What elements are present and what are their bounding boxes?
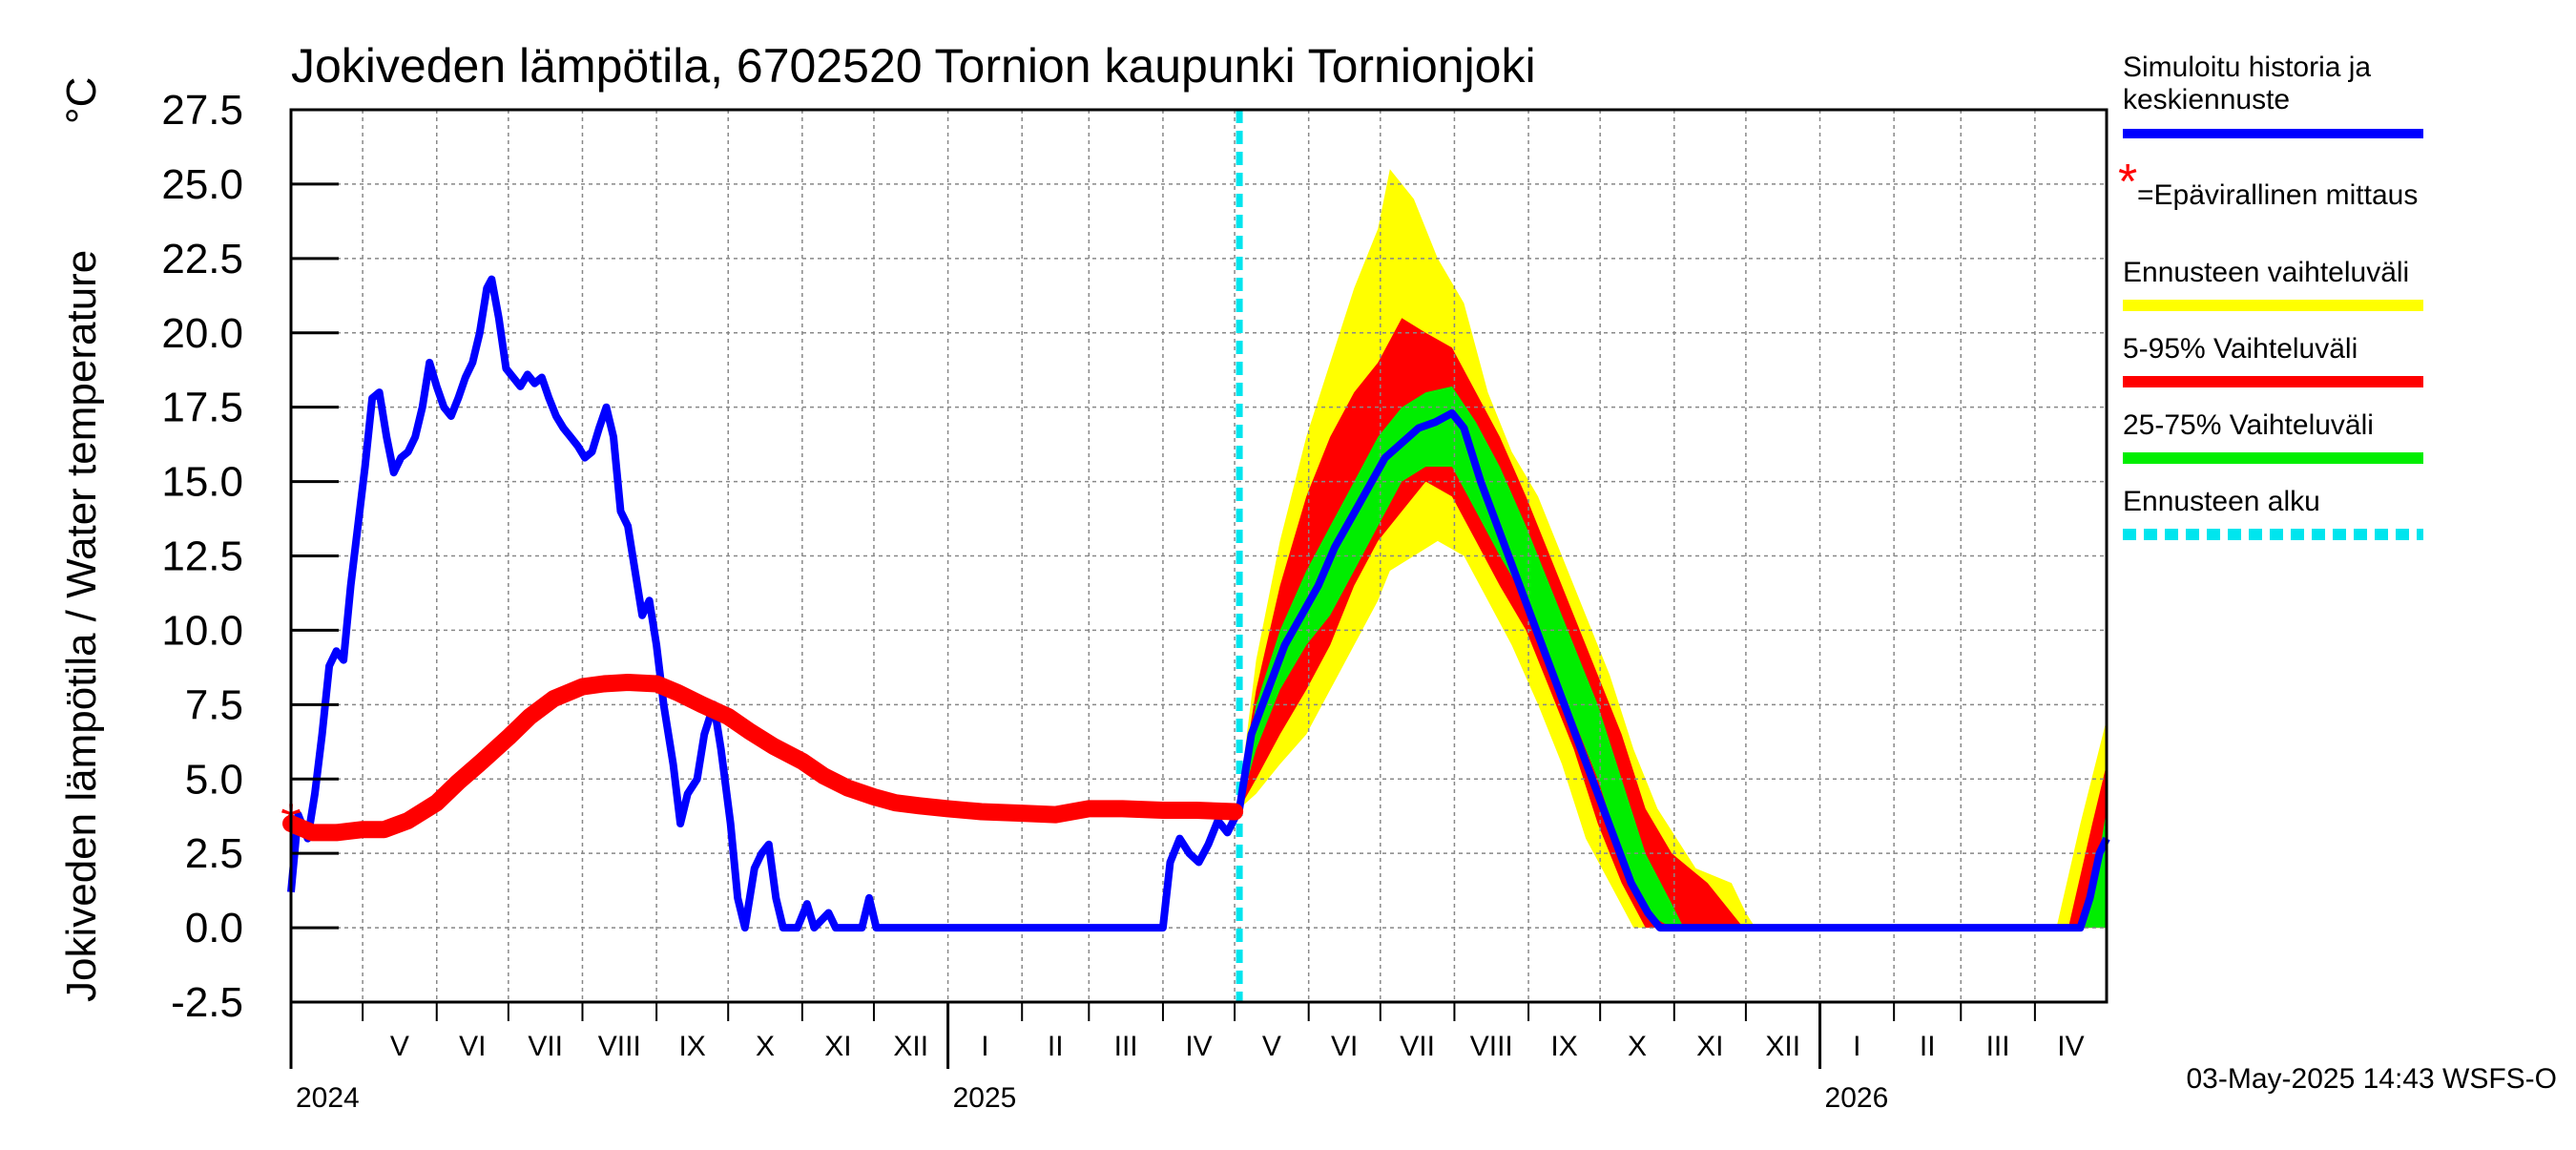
y-axis-unit: °C: [58, 77, 105, 124]
y-tick-label: 17.5: [161, 385, 243, 431]
grid: [291, 109, 2107, 1003]
legend-label: keskiennuste: [2123, 84, 2290, 115]
legend-marker-asterisk: *: [2118, 155, 2137, 210]
month-label: VIII: [1470, 1031, 1513, 1062]
year-label: 2025: [953, 1082, 1017, 1114]
y-tick-label: 5.0: [185, 756, 243, 803]
series-lines: *: [280, 110, 2110, 1002]
month-label: IV: [2057, 1031, 2084, 1062]
legend-label: Ennusteen vaihteluväli: [2123, 257, 2409, 288]
legend-label: Ennusteen alku: [2123, 486, 2320, 517]
month-label: XII: [1765, 1031, 1800, 1062]
y-tick-label: 20.0: [161, 310, 243, 357]
legend-label: 5-95% Vaihteluväli: [2123, 333, 2358, 365]
month-label: IX: [1550, 1031, 1577, 1062]
month-label: III: [1986, 1031, 2010, 1062]
y-tick-label: 12.5: [161, 533, 243, 580]
legend-label: Simuloitu historia ja: [2123, 52, 2371, 83]
axes: 27.5 25.0 22.5 20.0 17.5 15.0 12.5 10.0 7.5 5.0 2.…: [161, 87, 2109, 1114]
month-label: I: [1853, 1031, 1860, 1062]
series-simulated-line: [287, 275, 2110, 932]
series-measurement-line: [282, 674, 1244, 842]
month-label: XII: [893, 1031, 928, 1062]
y-tick-label: -2.5: [171, 979, 243, 1026]
month-label: II: [1048, 1031, 1064, 1062]
month-label: V: [390, 1031, 409, 1062]
month-label: III: [1114, 1031, 1138, 1062]
month-label: VI: [1331, 1031, 1358, 1062]
y-tick-label: 22.5: [161, 236, 243, 282]
month-label: IX: [678, 1031, 705, 1062]
legend-label: 25-75% Vaihteluväli: [2123, 409, 2374, 441]
month-label: VII: [528, 1031, 563, 1062]
month-label: VIII: [598, 1031, 641, 1062]
month-label: VII: [1400, 1031, 1435, 1062]
y-axis-label: Jokiveden lämpötila / Water temperature: [58, 250, 105, 1002]
legend-label: =Epävirallinen mittaus: [2137, 179, 2418, 211]
month-label: V: [1262, 1031, 1281, 1062]
month-label: XI: [1696, 1031, 1723, 1062]
year-label: 2026: [1825, 1082, 1889, 1114]
y-tick-label: 2.5: [185, 830, 243, 877]
month-label: X: [756, 1031, 775, 1062]
footer-timestamp: 03-May-2025 14:43 WSFS-O: [2187, 1063, 2558, 1095]
month-label: XI: [824, 1031, 851, 1062]
forecast-bands: [1239, 169, 2107, 929]
month-label: X: [1628, 1031, 1647, 1062]
y-tick-label: 10.0: [161, 607, 243, 654]
y-tick-label: 15.0: [161, 459, 243, 506]
month-label: II: [1920, 1031, 1936, 1062]
y-tick-label: 27.5: [161, 87, 243, 134]
month-label: IV: [1185, 1031, 1212, 1062]
y-tick-label: 7.5: [185, 681, 243, 728]
month-label: VI: [459, 1031, 486, 1062]
y-tick-label: 25.0: [161, 161, 243, 208]
y-tick-label: 0.0: [185, 905, 243, 951]
year-label: 2024: [296, 1082, 360, 1114]
chart-title: Jokiveden lämpötila, 6702520 Tornion kau…: [291, 39, 1536, 93]
month-label: I: [981, 1031, 988, 1062]
